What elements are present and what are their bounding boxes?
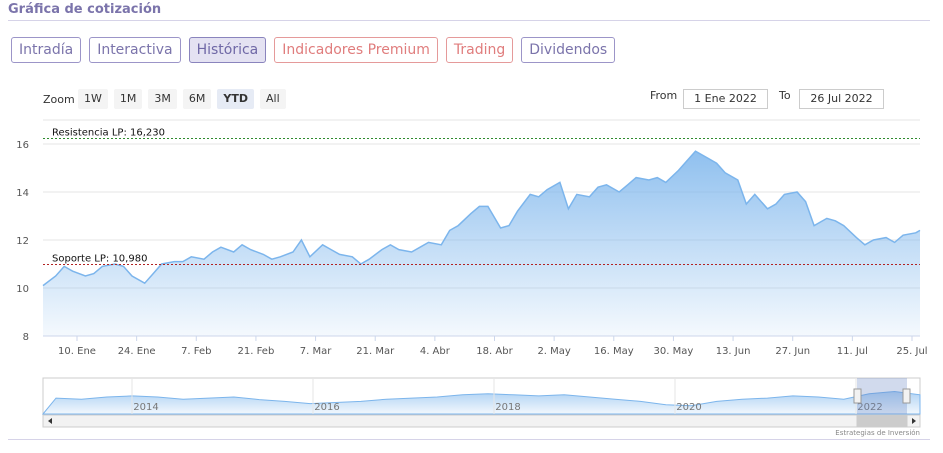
y-axis: 8 10 12 14 16 <box>16 140 29 343</box>
title-divider <box>8 20 930 21</box>
resistance-label: Resistencia LP: 16,230 <box>52 127 165 138</box>
zoom-button-ytd[interactable]: YTD <box>217 89 254 109</box>
tab-interactiva[interactable]: Interactiva <box>89 37 181 63</box>
navigator-year-label: 2014 <box>133 402 158 413</box>
x-tick-label: 4. Abr <box>420 346 451 357</box>
navigator-selection[interactable] <box>857 378 907 414</box>
navigator-year-label: 2020 <box>676 402 701 413</box>
zoom-button-1m[interactable]: 1M <box>113 89 143 109</box>
x-tick-label: 21. Mar <box>356 346 395 357</box>
credits: Estrategias de Inversión <box>835 429 920 437</box>
navigator[interactable]: 2014 2016 2018 2020 2022 <box>41 377 921 428</box>
x-tick-label: 25. Jul <box>896 346 927 357</box>
tab-dividendos[interactable]: Dividendos <box>521 37 616 63</box>
x-axis: 10. Ene 24. Ene 7. Feb 21. Feb 7. Mar 21. Mar… <box>43 335 928 357</box>
page-title: Gráfica de cotización <box>8 2 162 17</box>
chart-tabs: Intradía Interactiva Histórica Indicadores … <box>11 37 623 63</box>
x-tick-label: 7. Mar <box>300 346 332 357</box>
price-line <box>42 150 921 287</box>
navigator-year-label: 2018 <box>495 402 520 413</box>
level-lines: Resistencia LP: 16,230 Soporte LP: 10,980 <box>43 127 920 265</box>
x-tick-label: 30. May <box>654 346 694 357</box>
zoom-label: Zoom <box>43 93 75 106</box>
scrollbar-track <box>42 414 921 428</box>
y-tick-label: 16 <box>16 140 29 151</box>
to-label: To <box>779 89 791 102</box>
zoom-button-all[interactable]: All <box>259 89 286 109</box>
y-tick-label: 12 <box>16 236 29 247</box>
x-tick-label: 11. Jul <box>837 346 868 357</box>
x-tick-label: 10. Ene <box>58 346 96 357</box>
zoom-button-3m[interactable]: 3M <box>148 89 177 109</box>
y-tick-label: 8 <box>23 332 29 343</box>
x-tick-label: 27. Jun <box>775 346 810 357</box>
from-date-input[interactable]: 1 Ene 2022 <box>683 89 768 109</box>
scroll-left-arrow-icon[interactable] <box>48 418 52 424</box>
price-series <box>42 150 921 336</box>
x-tick-label: 21. Feb <box>238 346 275 357</box>
navigator-handle-right[interactable] <box>902 388 911 404</box>
zoom-button-6m[interactable]: 6M <box>182 89 212 109</box>
navigator-handle-left[interactable] <box>853 388 862 404</box>
x-tick-label: 18. Abr <box>476 346 513 357</box>
to-date-input[interactable]: 26 Jul 2022 <box>799 89 884 109</box>
navigator-year-label: 2022 <box>857 402 882 413</box>
tab-trading[interactable]: Trading <box>445 37 514 63</box>
tab-indicadores-premium[interactable]: Indicadores Premium <box>274 37 438 63</box>
zoom-button-1w[interactable]: 1W <box>78 89 108 109</box>
x-tick-label: 7. Feb <box>181 346 211 357</box>
from-label: From <box>650 89 678 102</box>
navigator-series <box>41 390 921 415</box>
scroll-right-arrow-icon[interactable] <box>912 418 916 424</box>
tab-histórica[interactable]: Histórica <box>188 37 267 63</box>
x-tick-label: 2. May <box>537 346 570 357</box>
zoom-buttons: 1W 1M 3M 6M YTD All <box>78 89 292 109</box>
scrollbar-thumb[interactable] <box>856 414 908 428</box>
x-tick-label: 24. Ene <box>118 346 156 357</box>
y-tick-label: 10 <box>16 284 29 295</box>
navigator-year-label: 2016 <box>314 402 339 413</box>
y-tick-label: 14 <box>16 188 29 199</box>
x-tick-label: 13. Jun <box>716 346 751 357</box>
x-tick-label: 16. May <box>594 346 634 357</box>
support-label: Soporte LP: 10,980 <box>52 253 147 264</box>
price-area <box>43 151 920 336</box>
footer-divider <box>8 439 930 440</box>
tab-intradía[interactable]: Intradía <box>11 37 82 63</box>
